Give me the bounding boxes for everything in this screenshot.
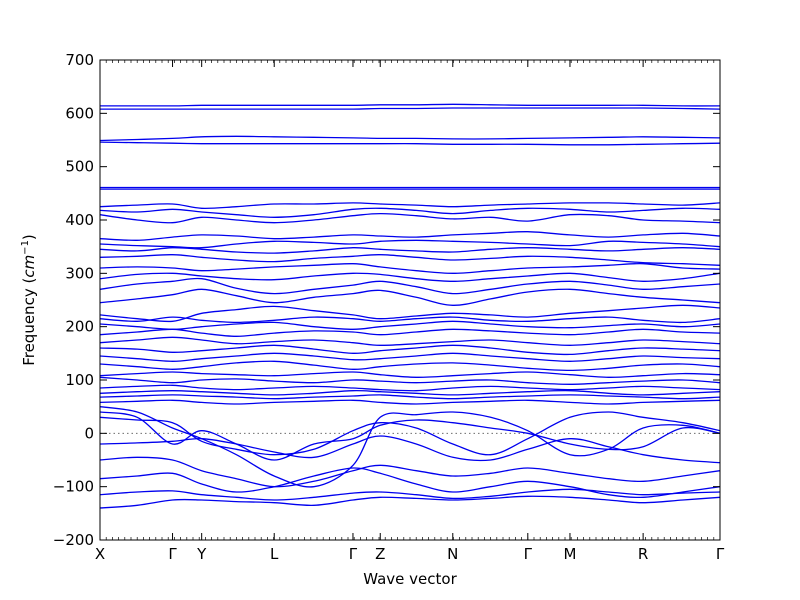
band-line-1 [100, 103, 720, 107]
band-line-14 [100, 262, 720, 274]
y-axis-label-exponent: −1 [20, 240, 31, 255]
x-tick-label: N [447, 545, 458, 563]
band-line-35 [100, 435, 720, 464]
y-tick-label: 100 [65, 371, 94, 389]
band-line-39 [100, 495, 720, 509]
band-line-4 [100, 141, 720, 146]
band-line-38 [100, 488, 720, 501]
band-line-36 [100, 456, 720, 488]
x-tick-label: Γ [168, 545, 177, 563]
band-line-18 [100, 304, 720, 323]
y-tick-label: 700 [65, 51, 94, 69]
band-line-16 [100, 277, 720, 295]
y-tick-label: 300 [65, 264, 94, 282]
x-tick-label: Γ [524, 545, 533, 563]
band-line-34 [100, 411, 720, 456]
y-tick-label: −200 [53, 531, 94, 549]
band-line-9 [100, 212, 720, 224]
y-tick-label: 200 [65, 318, 94, 336]
x-tick-label: Γ [349, 545, 358, 563]
plot-area [99, 59, 721, 541]
y-tick-label: 600 [65, 104, 94, 122]
x-axis-label: Wave vector [363, 570, 457, 588]
band-line-28 [100, 384, 720, 392]
x-tick-label: X [95, 545, 105, 563]
band-line-8 [100, 207, 720, 218]
band-line-23 [100, 344, 720, 356]
x-tick-label: L [270, 545, 279, 563]
band-line-31 [100, 399, 720, 405]
plot-background [100, 60, 720, 540]
y-tick-label: 500 [65, 158, 94, 176]
band-line-30 [100, 394, 720, 400]
band-line-24 [100, 352, 720, 362]
y-axis-label-suffix: ) [20, 234, 38, 240]
band-line-3 [100, 135, 720, 142]
band-line-13 [100, 254, 720, 266]
y-axis-label: Frequency (cm−1) [20, 234, 38, 366]
band-line-19 [100, 316, 720, 324]
band-line-27 [100, 376, 720, 385]
band-line-33 [100, 411, 720, 461]
y-tick-label: 0 [84, 424, 94, 442]
y-tick-label: −100 [53, 478, 94, 496]
x-tick-label: Z [375, 545, 385, 563]
y-axis-label-prefix: Frequency ( [20, 278, 38, 366]
plot-frame [99, 59, 721, 541]
band-line-17 [100, 288, 720, 306]
y-tick-labels: −200 −100 0 100 200 300 400 500 600 700 [53, 51, 94, 549]
y-tick-label: 400 [65, 211, 94, 229]
band-line-10 [100, 231, 720, 241]
band-line-15 [100, 272, 720, 282]
band-line-22 [100, 336, 720, 346]
band-line-26 [100, 371, 720, 378]
band-line-37 [100, 467, 720, 499]
band-line-21 [100, 328, 720, 337]
x-tick-label: R [638, 545, 648, 563]
x-tick-label: Γ [716, 545, 725, 563]
x-tick-label: M [563, 545, 576, 563]
x-tick-label: Y [196, 545, 207, 563]
band-line-20 [100, 320, 720, 330]
series-group [100, 103, 720, 509]
band-line-25 [100, 360, 720, 372]
band-line-11 [100, 239, 720, 249]
band-line-7 [100, 202, 720, 210]
band-line-29 [100, 389, 720, 396]
band-line-2 [100, 107, 720, 110]
y-axis-label-unit: cm [20, 255, 38, 278]
band-line-12 [100, 247, 720, 254]
